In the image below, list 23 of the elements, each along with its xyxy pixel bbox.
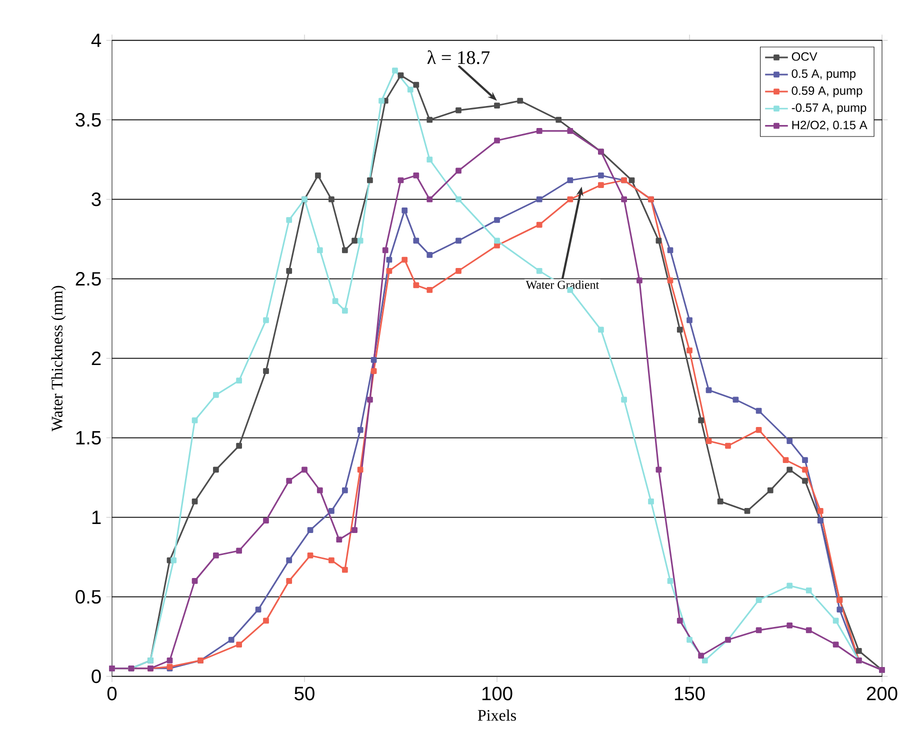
- x-tick-label: 200: [866, 686, 898, 700]
- legend-label: H2/O2, 0.15 A: [792, 120, 868, 131]
- y-tick-label: 0: [92, 670, 101, 684]
- y-tick-label: 3.5: [76, 113, 101, 127]
- annotation: Water Gradient: [526, 280, 600, 289]
- legend-label: OCV: [792, 52, 818, 61]
- x-axis-title: Pixels: [478, 709, 516, 721]
- y-tick-label: 2: [92, 352, 101, 366]
- x-tick-label: 100: [482, 686, 512, 700]
- x-tick-label: 0: [107, 686, 117, 700]
- y-tick-label: 0.5: [76, 590, 101, 604]
- y-tick-label: 1: [92, 510, 101, 524]
- x-tick-label: 50: [294, 686, 314, 700]
- y-axis-title: Water Thickness (mm): [51, 286, 66, 432]
- y-tick-label: 2.5: [76, 272, 101, 286]
- legend-label: 0.5 A, pump: [792, 69, 856, 80]
- annotation: λ = 18.7: [427, 50, 490, 64]
- x-tick-label: 150: [674, 686, 705, 700]
- legend-label: 0.59 A, pump: [792, 86, 862, 98]
- y-tick-label: 3: [92, 192, 101, 206]
- legend-label: -0.57 A, pump: [792, 103, 866, 114]
- y-tick-label: 1.5: [76, 431, 101, 445]
- y-tick-label: 4: [91, 34, 102, 47]
